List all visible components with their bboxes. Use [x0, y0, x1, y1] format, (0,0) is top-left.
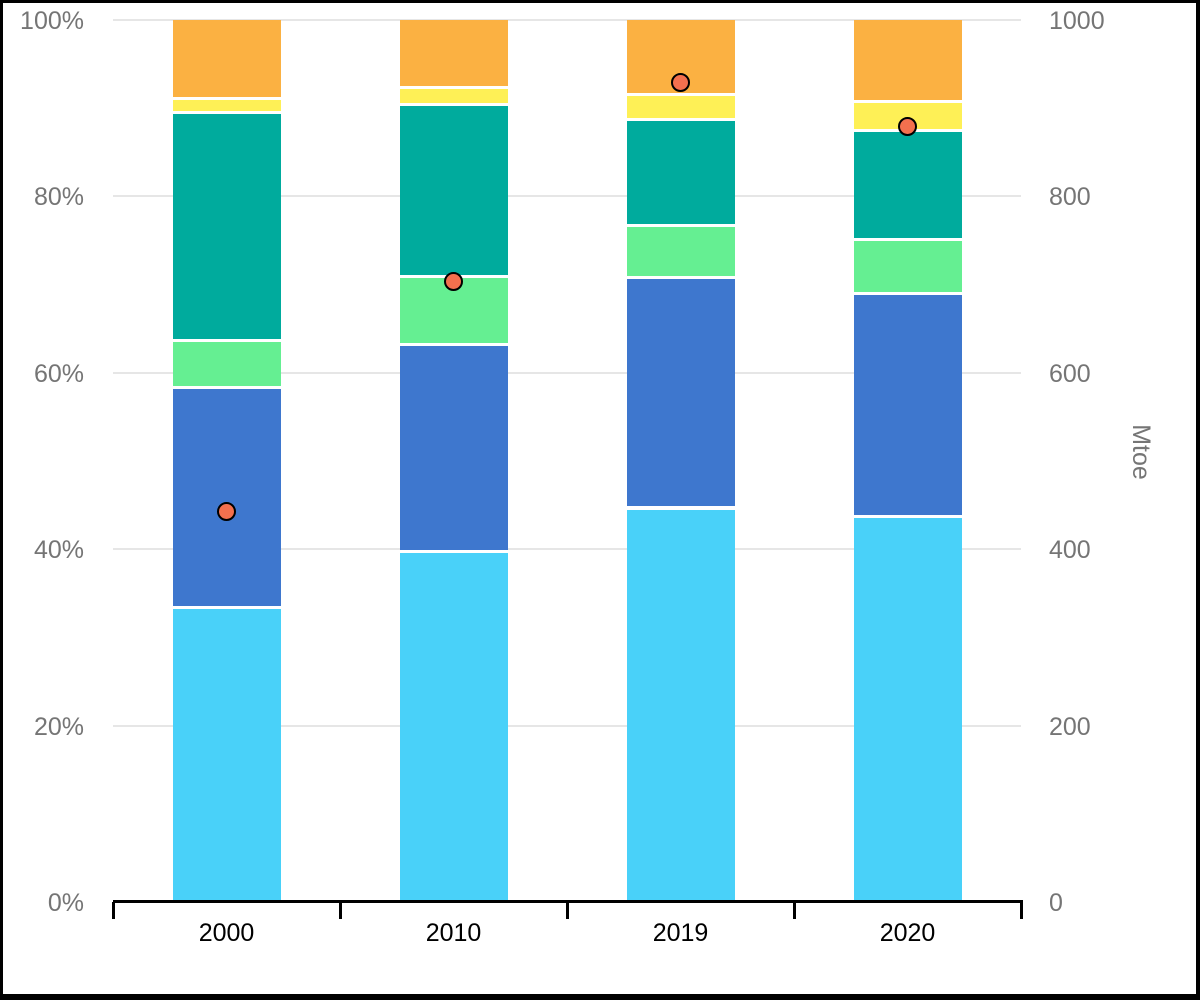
- bar-segment-green-2019[interactable]: [626, 227, 735, 280]
- bar-segment-cyan-2000[interactable]: [172, 609, 281, 902]
- marker-2000[interactable]: [217, 501, 236, 521]
- bar-segment-blue-2019[interactable]: [626, 279, 735, 510]
- y-axis-left-label: 100%: [20, 7, 84, 35]
- x-axis-line: [113, 900, 1023, 903]
- frame-border-right: [1196, 0, 1200, 1000]
- x-axis-tick: [112, 902, 115, 919]
- bar-segment-green-2000[interactable]: [172, 341, 281, 389]
- bar-segment-cyan-2010[interactable]: [399, 552, 508, 902]
- bar-segment-blue-2010[interactable]: [399, 346, 508, 553]
- bar-segment-teal-2010[interactable]: [399, 106, 508, 279]
- bar-segment-orange-2020[interactable]: [853, 20, 962, 103]
- bar-segment-teal-2019[interactable]: [626, 121, 735, 228]
- bar-segment-yellow-2010[interactable]: [399, 88, 508, 107]
- bar-segment-orange-2010[interactable]: [399, 20, 508, 89]
- y-axis-right-label: 400: [1049, 536, 1091, 565]
- x-axis-tick: [1020, 902, 1023, 919]
- bar-segment-yellow-2000[interactable]: [172, 100, 281, 115]
- marker-2010[interactable]: [444, 272, 463, 292]
- bar-segment-blue-2000[interactable]: [172, 388, 281, 610]
- gridline: [113, 724, 1021, 727]
- x-axis-tick: [793, 902, 796, 919]
- marker-2020[interactable]: [898, 117, 917, 137]
- frame-border-bottom: [0, 994, 1200, 1000]
- y-axis-right-label: 0: [1049, 889, 1063, 917]
- bar-segment-teal-2000[interactable]: [172, 114, 281, 342]
- gridline: [113, 548, 1021, 551]
- y-axis-right-label: 200: [1049, 712, 1091, 741]
- x-label-2010: 2010: [425, 919, 482, 947]
- marker-2019[interactable]: [671, 73, 690, 93]
- y-axis-left-label: 40%: [33, 536, 84, 565]
- y-axis-right-label: 800: [1049, 183, 1091, 212]
- x-label-2019: 2019: [652, 919, 709, 947]
- bar-segment-green-2010[interactable]: [399, 278, 508, 347]
- x-axis-tick: [566, 902, 569, 919]
- y-axis-left-label: 80%: [33, 183, 84, 212]
- x-label-2020: 2020: [879, 919, 936, 947]
- y-axis-left-label: 60%: [33, 359, 84, 388]
- y-axis-left-label: 20%: [33, 712, 84, 741]
- y-axis-right-label: 600: [1049, 359, 1091, 388]
- gridline: [113, 371, 1021, 374]
- x-label-2000: 2000: [198, 919, 255, 947]
- bar-segment-blue-2020[interactable]: [853, 295, 962, 519]
- bar-segment-cyan-2019[interactable]: [626, 509, 735, 902]
- frame-border-top: [0, 0, 1200, 3]
- x-axis-tick: [339, 902, 342, 919]
- bar-segment-yellow-2019[interactable]: [626, 95, 735, 122]
- bar-segment-teal-2020[interactable]: [853, 132, 962, 242]
- right-axis-title: Mtoe: [1127, 424, 1155, 480]
- y-axis-left-label: 0%: [47, 889, 84, 917]
- bar-segment-cyan-2020[interactable]: [853, 518, 962, 902]
- y-axis-right-label: 1000: [1049, 7, 1105, 35]
- bar-segment-orange-2000[interactable]: [172, 20, 281, 101]
- gridline: [113, 195, 1021, 198]
- frame-border-left: [0, 0, 3, 1000]
- bar-segment-green-2020[interactable]: [853, 241, 962, 296]
- gridline: [113, 19, 1021, 21]
